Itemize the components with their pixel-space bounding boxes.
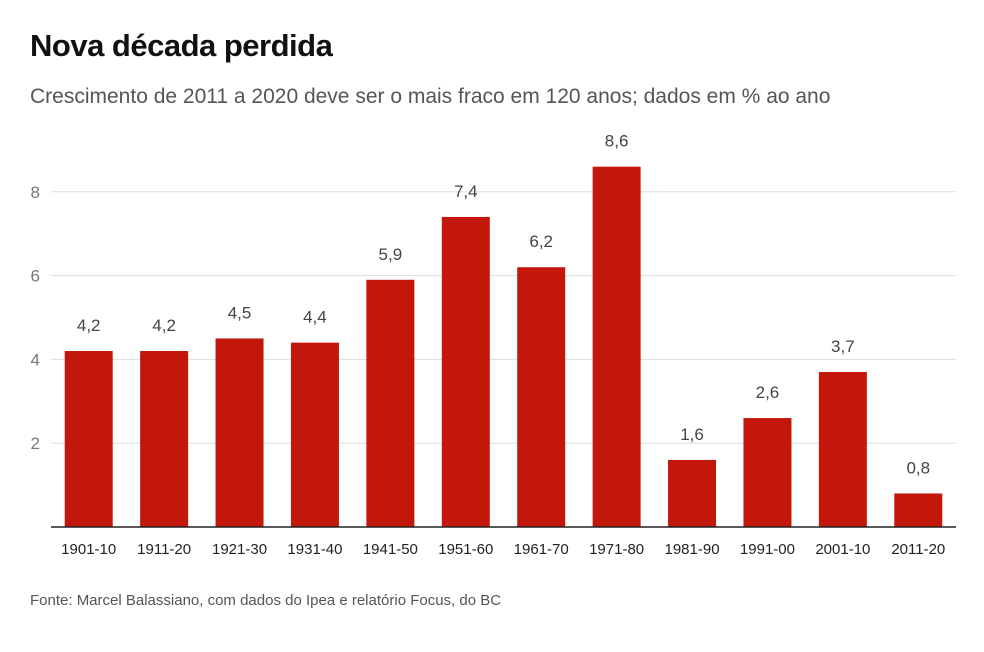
y-tick-label: 2: [31, 434, 40, 453]
bar: [517, 267, 566, 527]
bar: [592, 166, 641, 527]
bar: [668, 459, 717, 527]
bar: [743, 418, 792, 527]
x-tick-label: 1941-50: [363, 541, 418, 558]
value-label: 4,2: [77, 316, 101, 335]
value-label: 1,6: [680, 425, 704, 444]
x-tick-label: 1931-40: [287, 541, 342, 558]
x-tick-label: 1911-20: [137, 541, 191, 558]
value-label: 2,6: [756, 383, 780, 402]
value-label: 8,6: [605, 132, 629, 151]
value-label: 5,9: [379, 245, 403, 264]
x-axis-labels: 1901-10 1911-20 1921-30 1931-40 1941-50 1951-…: [61, 541, 945, 558]
value-label: 0,8: [906, 458, 930, 477]
x-tick-label: 1971-80: [589, 541, 644, 558]
y-tick-label: 4: [31, 350, 40, 369]
x-tick-label: 1951-60: [438, 541, 493, 558]
value-label: 4,5: [228, 303, 252, 322]
y-tick-label: 8: [31, 183, 40, 202]
value-label: 7,4: [454, 182, 478, 201]
x-tick-label: 1901-10: [61, 541, 116, 558]
source-note: Fonte: Marcel Balassiano, com dados do I…: [30, 592, 502, 609]
bar: [366, 279, 415, 527]
bars: [64, 166, 943, 527]
value-label: 6,2: [529, 232, 553, 251]
x-tick-label: 1991-00: [740, 541, 795, 558]
gridlines: [51, 191, 956, 444]
x-tick-label: 2001-10: [815, 541, 870, 558]
bar: [441, 216, 490, 527]
chart-subtitle: Crescimento de 2011 a 2020 deve ser o ma…: [30, 85, 831, 108]
x-tick-label: 1921-30: [212, 541, 267, 558]
x-tick-label: 1961-70: [514, 541, 569, 558]
x-tick-label: 2011-20: [891, 541, 945, 558]
bar: [818, 371, 867, 527]
bar: [290, 342, 339, 527]
y-axis-ticks: 2 4 6 8: [31, 183, 40, 453]
bar: [894, 493, 943, 527]
bar: [215, 338, 264, 527]
y-tick-label: 6: [31, 267, 40, 286]
value-label: 3,7: [831, 337, 855, 356]
value-label: 4,2: [152, 316, 176, 335]
bar: [140, 351, 189, 527]
chart-title: Nova década perdida: [30, 28, 333, 63]
value-label: 4,4: [303, 308, 327, 327]
x-tick-label: 1981-90: [665, 541, 720, 558]
bar: [64, 351, 113, 527]
value-labels: 4,2 4,2 4,5 4,4 5,9 7,4 6,2 8,6 1,6 2,6 3,7 0,8: [77, 132, 930, 478]
